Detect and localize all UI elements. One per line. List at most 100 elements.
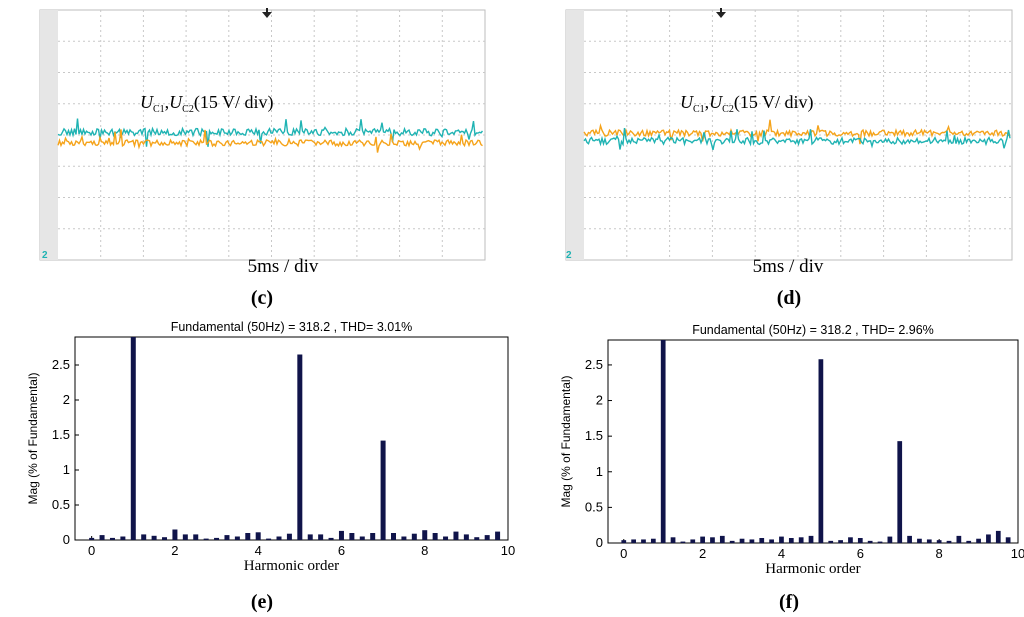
plot-area — [607, 339, 1019, 544]
x-tick-label: 6 — [338, 543, 345, 558]
trace-uc1 — [57, 129, 483, 153]
bar — [453, 531, 459, 540]
bar — [710, 537, 715, 543]
bar — [956, 535, 962, 543]
bar — [224, 535, 230, 540]
bar — [359, 536, 365, 540]
panel-label: (d) — [777, 287, 801, 309]
bar — [391, 533, 397, 540]
bar — [182, 534, 188, 540]
bar — [432, 533, 438, 540]
bar — [907, 535, 912, 543]
y-tick-label: 1.5 — [52, 427, 70, 442]
bar — [966, 540, 972, 543]
time-scale-label: 5ms / div — [248, 256, 319, 277]
x-tick-label: 10 — [501, 543, 515, 558]
bar — [318, 534, 324, 540]
bar — [986, 534, 991, 543]
x-tick-label: 8 — [936, 546, 943, 561]
bar — [120, 536, 126, 540]
trigger-marker-icon — [262, 12, 272, 18]
bar — [729, 540, 735, 543]
bar — [690, 539, 696, 543]
bar — [266, 538, 272, 540]
y-tick-label: 0 — [596, 535, 603, 550]
y-tick-label: 2 — [63, 392, 70, 407]
bar — [759, 538, 765, 543]
y-tick-label: 0.5 — [585, 499, 603, 514]
y-tick-label: 1.5 — [585, 428, 603, 443]
bar — [99, 535, 105, 540]
x-axis-label: Harmonic order — [244, 558, 339, 574]
bar — [897, 441, 903, 543]
bar — [411, 533, 417, 540]
bar — [463, 534, 469, 540]
bar — [848, 537, 853, 543]
bar — [370, 533, 376, 540]
x-tick-label: 6 — [857, 546, 864, 561]
bar — [739, 538, 745, 543]
bar — [380, 440, 386, 540]
x-tick-label: 2 — [171, 543, 178, 558]
trace-uc1 — [583, 119, 1011, 145]
time-scale-label: 5ms / div — [753, 256, 824, 277]
bar — [779, 536, 784, 543]
y-axis-label: Mag (% of Fundamental) — [559, 375, 573, 507]
bar — [130, 337, 136, 540]
bar — [214, 537, 220, 540]
bar — [749, 539, 755, 543]
bar — [422, 530, 428, 540]
bar — [670, 537, 676, 543]
bar — [976, 538, 981, 543]
bar — [838, 540, 843, 543]
bar — [650, 538, 656, 543]
scope-left-strip — [40, 10, 58, 260]
y-tick-label: 2.5 — [585, 357, 603, 372]
bar — [936, 540, 942, 543]
chart-title: Fundamental (50Hz) = 318.2 , THD= 3.01% — [171, 320, 413, 334]
trigger-marker-icon — [716, 12, 726, 18]
x-axis-label: Harmonic order — [765, 561, 860, 577]
bar — [887, 536, 893, 543]
bar — [255, 532, 261, 540]
plot-area — [74, 336, 509, 541]
bar — [89, 537, 95, 540]
bar — [234, 536, 240, 540]
channel-marker: 2 — [566, 250, 572, 261]
bar — [443, 536, 449, 540]
bar — [307, 534, 313, 540]
panel-label-e: (e) — [251, 591, 273, 613]
bar — [172, 529, 178, 540]
bar — [788, 538, 794, 543]
x-tick-label: 4 — [778, 546, 785, 561]
y-tick-label: 1 — [596, 464, 603, 479]
bar — [700, 536, 705, 543]
bar — [621, 540, 627, 543]
bar — [203, 538, 209, 540]
bar — [917, 538, 922, 543]
y-axis-label: Mag (% of Fundamental) — [26, 372, 40, 504]
panel-label: (c) — [251, 287, 273, 309]
bar — [926, 539, 932, 543]
bar — [995, 530, 1001, 543]
bar — [141, 534, 147, 540]
bar — [660, 340, 666, 543]
signal-label: UC1,UC2(15 V/ div) — [680, 92, 814, 115]
x-tick-label: 2 — [699, 546, 706, 561]
y-tick-label: 2 — [596, 393, 603, 408]
bar — [484, 535, 490, 540]
oscilloscope-panel-c: 2 UC1,UC2(15 V/ div) 5ms / div (c) — [39, 8, 486, 309]
trace-uc2 — [583, 128, 1011, 151]
x-tick-label: 8 — [421, 543, 428, 558]
y-tick-label: 0 — [63, 532, 70, 547]
bar — [297, 354, 303, 540]
y-tick-label: 1 — [63, 462, 70, 477]
trace-uc2 — [57, 118, 484, 147]
signal-label: UC1,UC2(15 V/ div) — [140, 92, 274, 115]
bar — [818, 359, 824, 543]
bar — [946, 540, 952, 543]
bar — [328, 537, 334, 540]
y-tick-label: 2.5 — [52, 357, 70, 372]
bar — [495, 531, 501, 540]
bar — [474, 537, 480, 540]
